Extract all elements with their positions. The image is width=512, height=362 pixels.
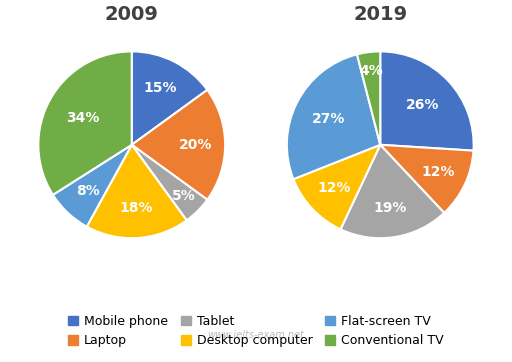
Text: 19%: 19% [373, 201, 407, 215]
Wedge shape [293, 145, 380, 229]
Wedge shape [132, 90, 225, 200]
Wedge shape [38, 51, 132, 195]
Wedge shape [380, 145, 474, 213]
Legend: Mobile phone, Laptop, Tablet, Desktop computer, Flat-screen TV, Conventional TV: Mobile phone, Laptop, Tablet, Desktop co… [63, 310, 449, 352]
Wedge shape [287, 54, 380, 179]
Text: 15%: 15% [144, 81, 177, 95]
Text: 12%: 12% [317, 181, 351, 195]
Wedge shape [357, 51, 380, 145]
Text: 4%: 4% [359, 64, 383, 78]
Text: 8%: 8% [76, 184, 100, 198]
Wedge shape [53, 145, 132, 227]
Title: 2009: 2009 [105, 5, 159, 24]
Text: 26%: 26% [406, 98, 439, 112]
Title: 2019: 2019 [353, 5, 408, 24]
Text: 12%: 12% [421, 165, 455, 179]
Wedge shape [340, 145, 444, 238]
Text: 27%: 27% [312, 111, 345, 126]
Text: 5%: 5% [172, 189, 195, 203]
Text: www.ielts-exam.net: www.ielts-exam.net [207, 330, 305, 340]
Text: 18%: 18% [119, 201, 153, 215]
Wedge shape [87, 145, 187, 238]
Wedge shape [132, 145, 207, 220]
Text: 20%: 20% [179, 138, 212, 152]
Wedge shape [380, 51, 474, 151]
Wedge shape [132, 51, 207, 145]
Text: 34%: 34% [66, 111, 99, 125]
